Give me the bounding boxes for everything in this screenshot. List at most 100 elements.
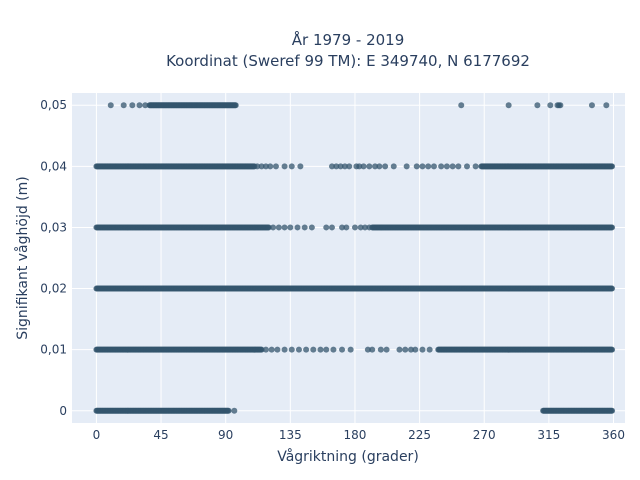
x-tick-label: 360 <box>602 428 625 442</box>
data-point <box>288 346 295 353</box>
data-point <box>603 102 610 109</box>
data-point <box>258 163 265 170</box>
data-point <box>419 163 426 170</box>
y-tick-label: 0,05 <box>40 98 67 112</box>
data-point <box>449 163 456 170</box>
data-point <box>369 346 376 353</box>
x-tick-label: 0 <box>93 428 101 442</box>
y-tick-label: 0,02 <box>40 282 67 296</box>
data-point <box>323 224 330 231</box>
data-point <box>609 346 616 353</box>
data-point <box>403 163 410 170</box>
data-point <box>262 163 269 170</box>
data-point <box>458 102 465 109</box>
data-point <box>347 346 354 353</box>
data-point <box>609 285 616 292</box>
x-axis-title: Vågriktning (grader) <box>277 448 419 465</box>
data-point <box>351 224 358 231</box>
data-point <box>281 163 288 170</box>
data-point <box>383 346 390 353</box>
data-point <box>419 346 426 353</box>
data-point <box>288 163 295 170</box>
data-point <box>136 102 143 109</box>
data-point <box>357 224 364 231</box>
data-point <box>333 163 340 170</box>
data-point <box>362 224 369 231</box>
data-point <box>328 224 335 231</box>
data-point <box>390 163 397 170</box>
data-point <box>425 163 432 170</box>
data-point <box>308 224 315 231</box>
data-point <box>609 407 616 414</box>
data-point <box>262 346 269 353</box>
data-point <box>356 163 363 170</box>
data-point <box>364 346 371 353</box>
data-point <box>376 163 383 170</box>
data-point <box>339 224 346 231</box>
data-point <box>407 346 414 353</box>
data-point <box>343 224 350 231</box>
data-point <box>534 102 541 109</box>
data-point <box>301 224 308 231</box>
data-point <box>267 163 274 170</box>
data-points <box>93 102 616 414</box>
data-point <box>258 346 265 353</box>
data-point <box>270 224 277 231</box>
data-point <box>274 346 281 353</box>
x-tick-label: 225 <box>408 428 431 442</box>
x-tick-label: 135 <box>279 428 302 442</box>
data-point <box>339 346 346 353</box>
chart-title-line2: Koordinat (Sweref 99 TM): E 349740, N 61… <box>166 52 530 70</box>
data-point <box>275 224 282 231</box>
y-tick-label: 0,03 <box>40 220 67 234</box>
data-point <box>254 163 261 170</box>
data-point <box>225 407 232 414</box>
data-point <box>366 163 373 170</box>
data-point <box>303 346 310 353</box>
data-point <box>295 346 302 353</box>
data-point <box>360 163 367 170</box>
x-tick-label: 180 <box>344 428 367 442</box>
data-point <box>265 224 272 231</box>
data-point <box>328 163 335 170</box>
data-point <box>547 102 554 109</box>
x-tick-label: 45 <box>153 428 168 442</box>
data-point <box>412 346 419 353</box>
data-point <box>281 224 288 231</box>
data-point <box>413 163 420 170</box>
data-point <box>310 346 317 353</box>
data-point <box>341 163 348 170</box>
y-axis-title: Signifikant våghöjd (m) <box>14 176 31 339</box>
data-point <box>272 163 279 170</box>
data-point <box>297 163 304 170</box>
data-point <box>294 224 301 231</box>
data-point <box>464 163 470 170</box>
y-tick-label: 0,04 <box>40 159 67 173</box>
plot-area <box>72 93 625 423</box>
data-point <box>455 163 462 170</box>
y-axis-ticks: 0 0,01 0,02 0,03 0,04 0,05 <box>40 98 67 418</box>
data-point <box>557 102 564 109</box>
data-point <box>372 163 379 170</box>
data-point <box>377 346 384 353</box>
data-point <box>287 224 294 231</box>
data-point <box>107 102 114 109</box>
data-point <box>609 163 616 170</box>
data-point <box>382 163 389 170</box>
chart-title-line1: År 1979 - 2019 <box>292 30 405 49</box>
data-point <box>430 163 437 170</box>
data-point <box>231 407 238 414</box>
data-point <box>346 163 353 170</box>
data-point <box>396 346 403 353</box>
data-point <box>438 163 445 170</box>
y-tick-label: 0,01 <box>40 343 67 357</box>
data-point <box>142 102 149 109</box>
data-point <box>443 163 450 170</box>
data-point <box>281 346 288 353</box>
data-point <box>323 346 330 353</box>
y-tick-label: 0 <box>59 404 67 418</box>
x-tick-label: 270 <box>473 428 496 442</box>
data-point <box>472 163 479 170</box>
data-point <box>232 102 239 109</box>
x-tick-label: 315 <box>537 428 560 442</box>
